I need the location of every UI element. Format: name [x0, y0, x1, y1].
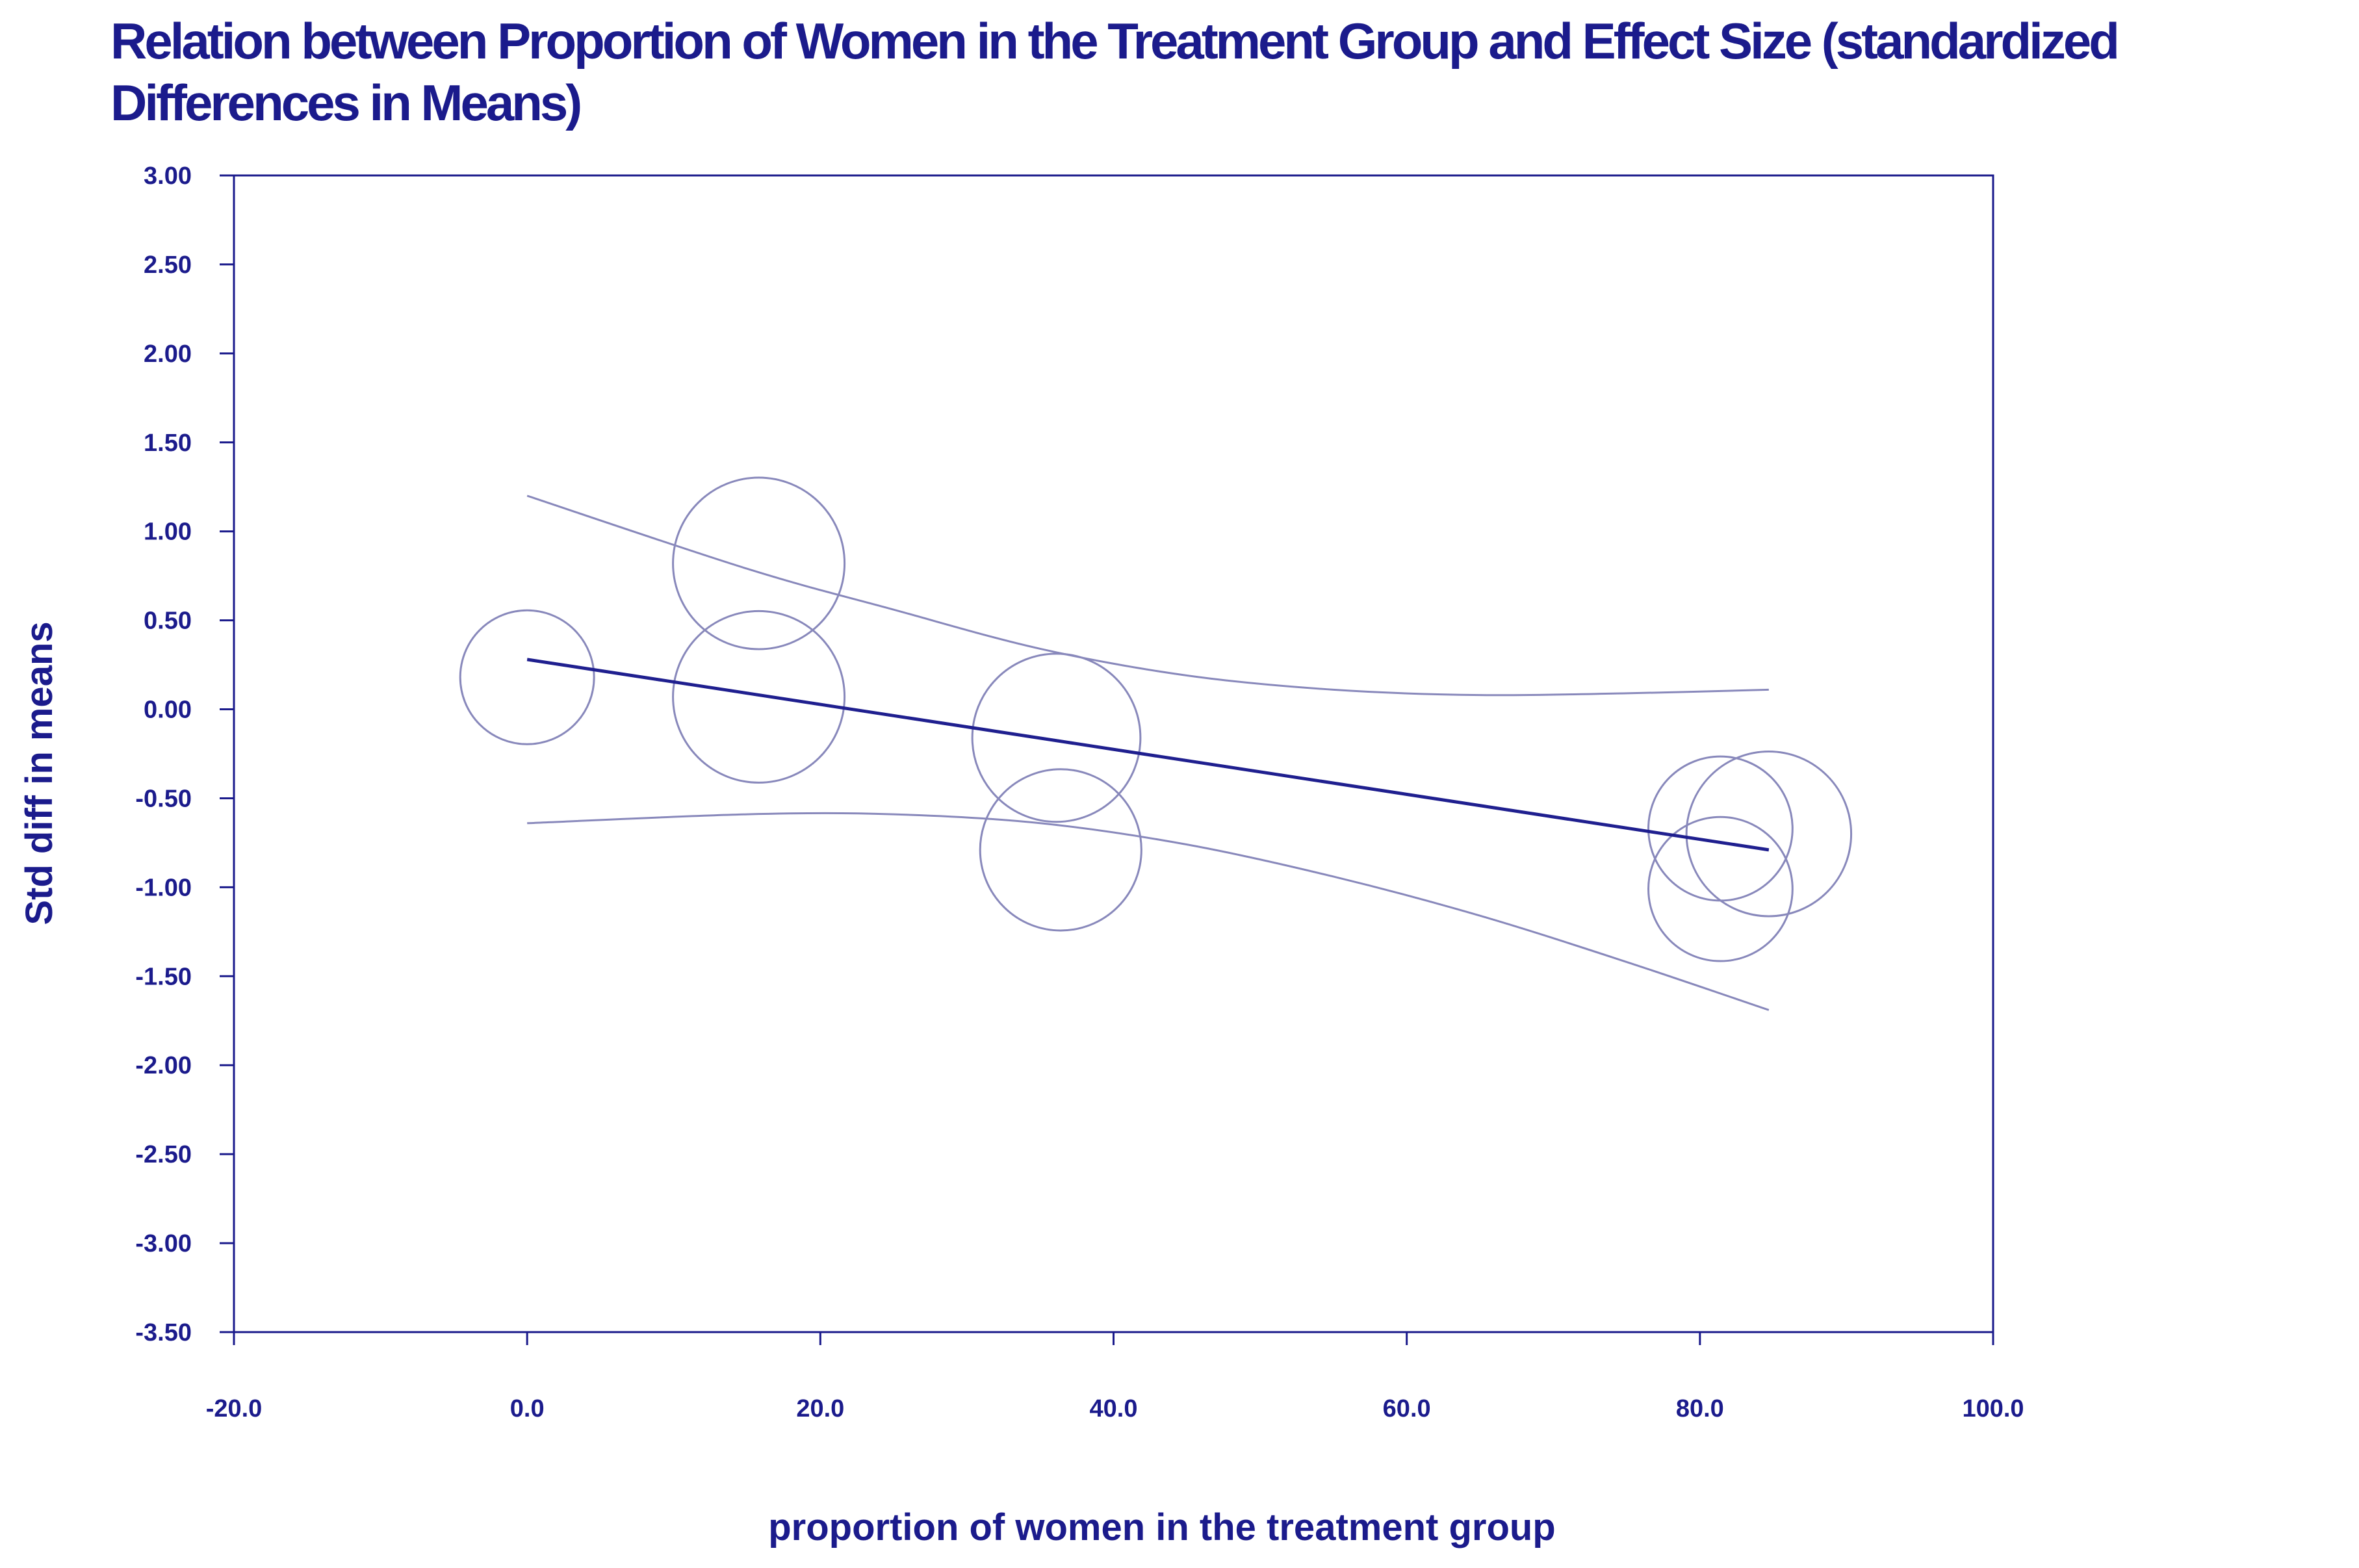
study-bubble — [459, 609, 595, 745]
y-tick-label: -0.50 — [135, 785, 192, 812]
lower-confidence-curve — [527, 812, 1770, 1011]
y-axis: 3.00 2.50 2.00 1.50 1.00 0.50 0.00 -0.50 -1.00 -1… — [135, 162, 234, 1346]
y-tick-label: -3.00 — [135, 1230, 192, 1257]
x-tick-label: 20.0 — [796, 1395, 844, 1422]
study-bubbles — [459, 476, 1853, 962]
x-tick-label: 60.0 — [1383, 1395, 1431, 1422]
y-tick-label: 1.00 — [144, 519, 192, 546]
regression-layer — [526, 658, 1770, 852]
x-tick-label: 40.0 — [1090, 1395, 1138, 1422]
y-tick-label: 2.50 — [144, 251, 192, 279]
upper-confidence-curve — [526, 495, 1769, 697]
y-tick-label: 1.50 — [144, 430, 192, 457]
x-tick-label: -20.0 — [206, 1395, 263, 1422]
y-tick-label: 2.00 — [144, 341, 192, 368]
y-tick-label: 0.00 — [144, 697, 192, 724]
y-axis-title: Std diff in means — [18, 621, 60, 925]
y-tick-label: -1.50 — [135, 963, 192, 990]
y-tick-label: -1.00 — [135, 874, 192, 901]
x-tick-label: 0.0 — [510, 1395, 545, 1422]
x-tick-label: 80.0 — [1676, 1395, 1724, 1422]
study-bubble — [1685, 751, 1853, 918]
plot-frame — [233, 174, 1994, 1333]
y-tick-label: 0.50 — [144, 608, 192, 635]
study-bubble — [1647, 816, 1794, 962]
study-bubble — [979, 768, 1142, 932]
y-tick-label: -2.00 — [135, 1052, 192, 1079]
x-axis-title: proportion of women in the treatment gro… — [768, 1506, 1556, 1549]
confidence-band — [526, 495, 1770, 1011]
chart-title: Relation between Proportion of Women in … — [110, 12, 2120, 131]
study-bubble — [1647, 755, 1794, 902]
x-axis: -20.0 0.0 20.0 40.0 60.0 80.0 100.0 — [206, 1332, 2024, 1422]
y-tick-label: -3.50 — [135, 1319, 192, 1346]
y-tick-label: 3.00 — [144, 162, 192, 190]
study-bubble — [672, 610, 846, 784]
regression-line — [526, 658, 1770, 852]
study-bubble — [672, 476, 846, 650]
x-tick-label: 100.0 — [1962, 1395, 2024, 1422]
y-tick-label: -2.50 — [135, 1141, 192, 1168]
study-bubble — [971, 652, 1142, 823]
